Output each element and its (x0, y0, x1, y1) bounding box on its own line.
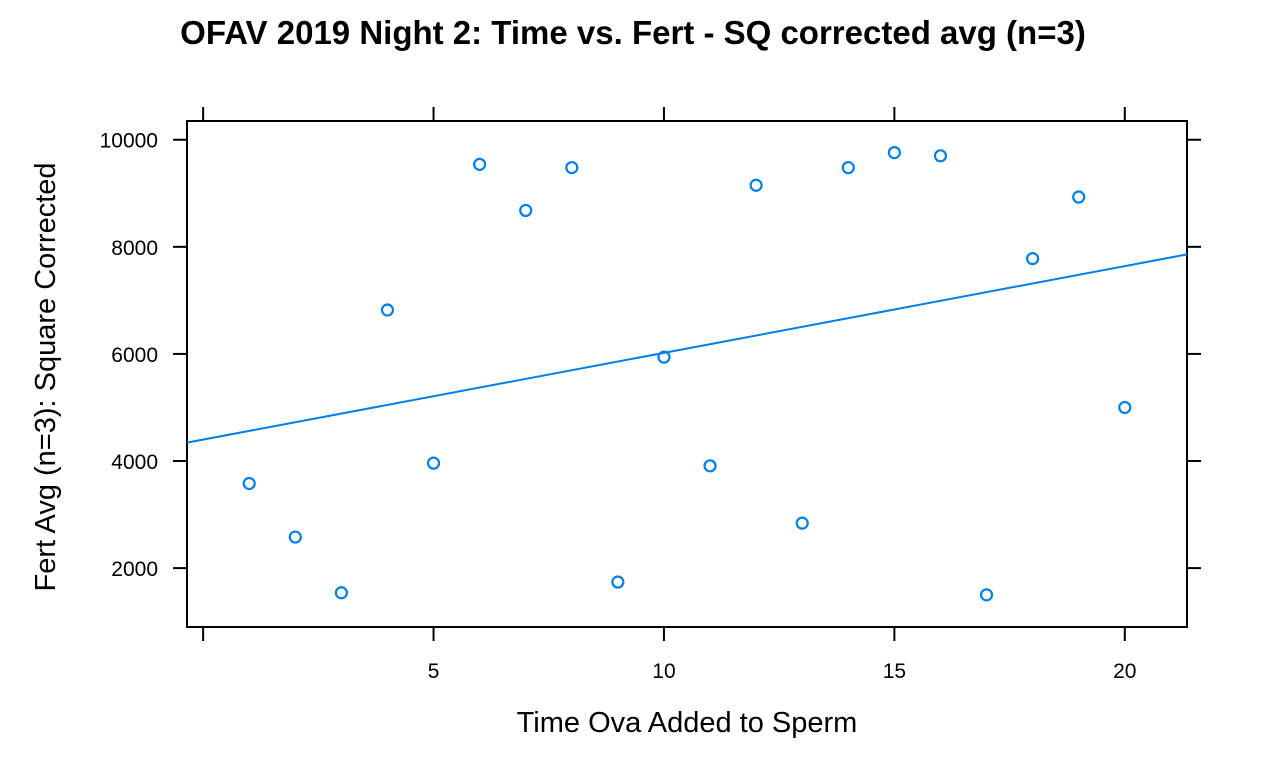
data-point (1026, 252, 1040, 266)
y-axis: 2000 4000 6000 8000 10000 (100, 130, 1201, 581)
x-tick-label: 15 (883, 660, 906, 683)
data-point (887, 145, 901, 160)
data-point (841, 160, 855, 175)
y-tick-label: 4000 (111, 451, 158, 474)
x-axis: 5 10 15 20 (202, 107, 1136, 683)
data-point (380, 303, 395, 317)
x-tick-label: 10 (652, 660, 675, 683)
trend-line-layer (186, 253, 1188, 444)
y-tick-label: 8000 (111, 237, 158, 260)
data-point (979, 588, 994, 602)
data-point (1118, 400, 1132, 415)
trend-line (186, 253, 1188, 444)
y-tick-label: 10000 (100, 130, 158, 153)
data-point (1072, 190, 1086, 204)
data-point (703, 459, 717, 473)
plot-frame (186, 120, 1188, 628)
x-axis-label: Time Ova Added to Sperm (517, 707, 858, 739)
data-point (519, 203, 533, 218)
data-point (334, 586, 348, 600)
data-point (611, 575, 625, 589)
y-tick-label: 2000 (111, 558, 158, 581)
data-point (288, 530, 302, 544)
data-point (473, 157, 487, 171)
data-point (795, 516, 809, 530)
chart-title: OFAV 2019 Night 2: Time vs. Fert - SQ co… (180, 14, 1086, 51)
y-axis-label: Fert Avg (n=3): Square Corrected (30, 162, 62, 591)
x-tick-label: 5 (428, 660, 440, 683)
data-point (565, 160, 579, 175)
data-points (242, 145, 1132, 602)
x-tick-label: 20 (1113, 660, 1136, 683)
y-tick-label: 6000 (111, 344, 158, 367)
data-point (933, 149, 948, 163)
data-point (242, 476, 256, 491)
data-point (426, 456, 441, 470)
data-point (749, 178, 763, 192)
data-point (657, 350, 671, 364)
